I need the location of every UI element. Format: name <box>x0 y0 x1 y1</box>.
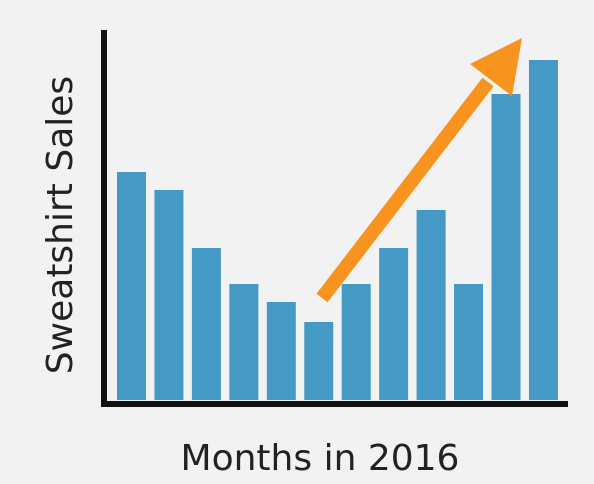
bars <box>117 60 558 400</box>
arrow-head <box>470 38 522 96</box>
bar <box>341 284 371 400</box>
bar <box>416 210 446 400</box>
bar <box>229 284 259 400</box>
trend-arrow <box>316 38 522 303</box>
bar <box>379 248 409 400</box>
bar <box>266 302 296 400</box>
x-axis-label: Months in 2016 <box>181 438 460 479</box>
bar <box>304 322 334 400</box>
bar <box>454 284 484 400</box>
bar <box>528 60 558 400</box>
bar <box>117 172 146 400</box>
bar <box>491 94 521 400</box>
y-axis-label: Sweatshirt Sales <box>40 76 81 374</box>
bar <box>154 190 184 400</box>
arrow-shaft <box>316 77 494 303</box>
bar <box>191 248 221 400</box>
